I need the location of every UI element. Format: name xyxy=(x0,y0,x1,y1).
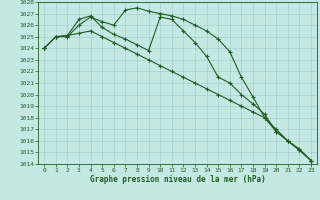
X-axis label: Graphe pression niveau de la mer (hPa): Graphe pression niveau de la mer (hPa) xyxy=(90,175,266,184)
